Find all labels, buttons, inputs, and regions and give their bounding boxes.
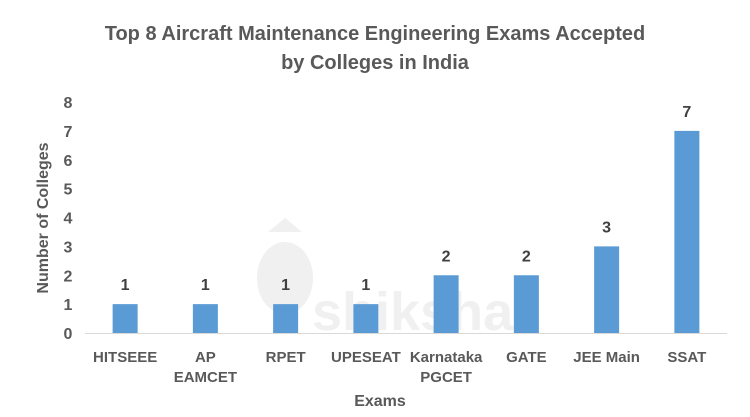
x-tick-label: AP	[195, 349, 216, 366]
bar-jee-main	[594, 246, 620, 333]
data-label: 1	[201, 277, 210, 294]
bar-ssat	[674, 130, 700, 333]
x-tick-label: Karnataka	[410, 349, 483, 366]
data-label: 2	[442, 248, 451, 265]
data-label: 1	[121, 277, 130, 294]
data-label: 1	[361, 277, 370, 294]
data-label: 3	[602, 219, 611, 236]
bar-upeseat	[353, 304, 379, 333]
y-tick-label: 7	[64, 124, 73, 141]
bar-karnataka-pgcet	[433, 275, 459, 333]
chart-title-line-2: by Colleges in India	[281, 52, 470, 74]
x-axis-label: Exams	[354, 393, 406, 410]
x-tick-label: RPET	[266, 349, 306, 366]
y-tick-label: 5	[64, 182, 73, 199]
bar-gate	[513, 275, 539, 333]
y-tick-label: 0	[64, 326, 73, 343]
y-tick-label: 2	[64, 268, 73, 285]
x-tick-label: JEE Main	[573, 349, 640, 366]
bar-rpet	[273, 304, 299, 333]
bar-ap-eamcet	[192, 304, 218, 333]
x-tick-label: EAMCET	[174, 369, 237, 386]
data-label: 2	[522, 248, 531, 265]
data-label: 7	[682, 104, 691, 121]
y-tick-label: 1	[64, 297, 73, 314]
bar-hitseee	[112, 304, 138, 333]
svg-text:shiksha: shiksha	[312, 282, 514, 342]
y-tick-label: 8	[64, 95, 73, 112]
y-tick-label: 4	[64, 211, 73, 228]
shiksha-watermark-logo: shiksha	[257, 218, 514, 342]
x-tick-label: PGCET	[420, 369, 472, 386]
y-tick-label: 6	[64, 153, 73, 170]
data-label: 1	[281, 277, 290, 294]
x-tick-label: HITSEEE	[93, 349, 157, 366]
x-tick-label: SSAT	[667, 349, 706, 366]
x-tick-label: GATE	[506, 349, 547, 366]
y-tick-label: 3	[64, 239, 73, 256]
chart-title-line-1: Top 8 Aircraft Maintenance Engineering E…	[105, 23, 646, 45]
x-tick-label: UPESEAT	[331, 349, 401, 366]
y-axis-label: Number of Colleges	[35, 142, 52, 293]
